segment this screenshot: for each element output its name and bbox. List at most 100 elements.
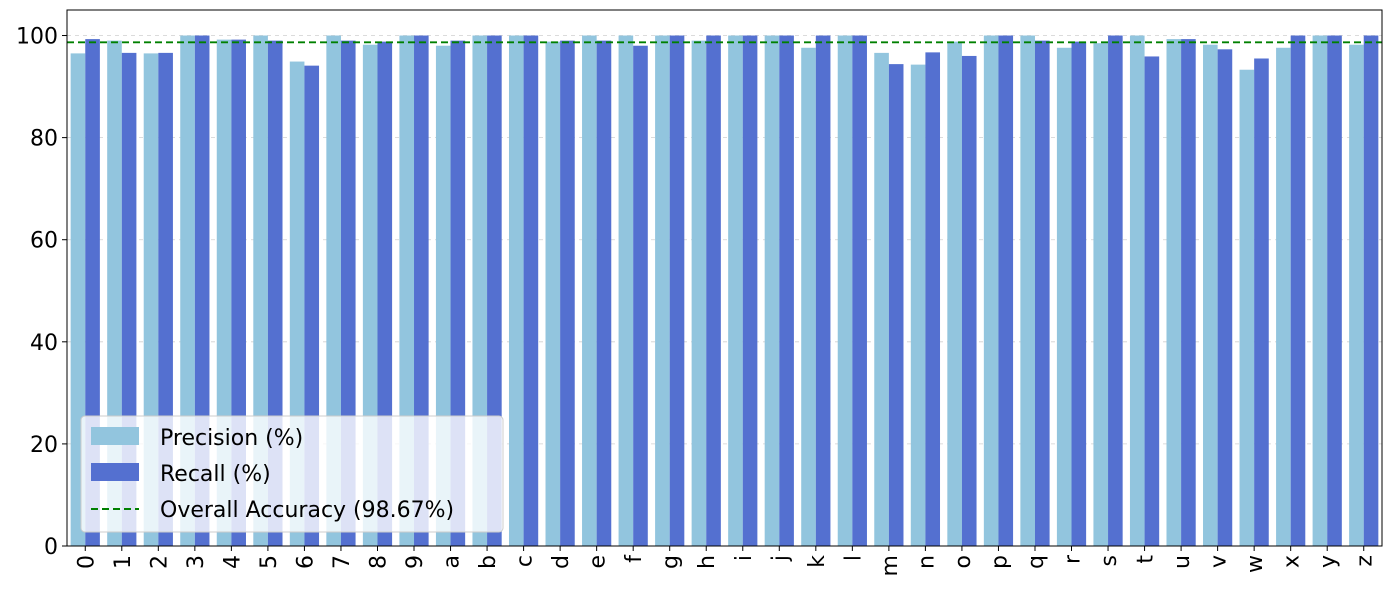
precision-bar-e <box>582 35 597 547</box>
y-tick-label: 60 <box>30 229 58 254</box>
recall-bar-i <box>742 35 758 547</box>
recall-bar-t <box>1144 56 1160 546</box>
recall-bar-x <box>1290 35 1306 547</box>
recall-bar-y <box>1327 35 1342 547</box>
x-tick-label-7: 7 <box>330 555 355 569</box>
precision-bar-w <box>1239 69 1255 547</box>
recall-bar-q <box>1034 40 1050 546</box>
x-tick-label-9: 9 <box>403 555 428 569</box>
x-tick-label-o: o <box>951 555 976 568</box>
precision-bar-z <box>1349 44 1364 547</box>
x-tick-label-n: n <box>914 555 939 569</box>
precision-bar-u <box>1166 39 1182 547</box>
x-tick-label-w: w <box>1243 555 1268 573</box>
precision-bar-r <box>1056 47 1072 546</box>
precision-bar-l <box>837 35 853 547</box>
precision-bar-y <box>1312 35 1328 547</box>
x-tick-label-r: r <box>1061 554 1086 564</box>
precision-bar-i <box>728 35 743 547</box>
legend-swatch-precision <box>91 427 139 445</box>
precision-bar-d <box>545 41 561 546</box>
x-tick-label-1: 1 <box>111 555 136 569</box>
x-tick-label-p: p <box>987 555 1012 569</box>
x-tick-label-l: l <box>841 555 866 561</box>
y-tick-label: 100 <box>16 25 58 50</box>
x-tick-label-s: s <box>1097 555 1122 566</box>
plot-frame <box>66 9 1383 547</box>
x-tick-label-y: y <box>1316 555 1341 568</box>
precision-bar-j <box>764 35 780 547</box>
y-tick-label: 20 <box>30 433 58 458</box>
legend-label-precision: Precision (%) <box>160 426 303 451</box>
precision-bar-t <box>1129 35 1145 547</box>
recall-bar-o <box>961 55 977 546</box>
legend-box <box>80 415 504 533</box>
precision-bar-o <box>947 41 962 546</box>
recall-bar-u <box>1181 39 1196 547</box>
recall-bar-g <box>669 35 685 547</box>
precision-bar-k <box>801 47 816 546</box>
x-tick-label-6: 6 <box>293 555 318 569</box>
precision-bar-s <box>1093 43 1109 546</box>
legend-swatch-recall <box>91 463 139 481</box>
x-tick-label-a: a <box>440 555 465 568</box>
y-tick-label: 40 <box>30 331 58 356</box>
recall-bar-n <box>925 52 941 547</box>
precision-bar-m <box>874 52 889 546</box>
precision-bar-x <box>1276 47 1291 546</box>
recall-bar-s <box>1108 35 1123 547</box>
x-tick-label-z: z <box>1353 555 1378 567</box>
x-tick-label-v: v <box>1207 555 1232 568</box>
x-tick-label-3: 3 <box>184 555 209 569</box>
x-tick-label-e: e <box>586 555 611 569</box>
x-tick-label-k: k <box>805 555 830 568</box>
recall-bar-d <box>560 40 575 546</box>
x-tick-label-m: m <box>878 555 903 576</box>
x-tick-label-u: u <box>1170 555 1195 569</box>
precision-bar-c <box>508 35 524 547</box>
recall-bar-v <box>1217 49 1233 546</box>
x-tick-label-d: d <box>549 555 574 569</box>
precision-bar-v <box>1203 44 1218 547</box>
recall-bar-p <box>998 35 1014 547</box>
x-tick-label-0: 0 <box>74 555 99 569</box>
x-tick-label-f: f <box>622 554 647 563</box>
x-tick-label-c: c <box>513 555 538 567</box>
y-tick-label: 0 <box>44 535 58 560</box>
legend-label-accuracy: Overall Accuracy (98.67%) <box>160 498 454 523</box>
precision-bar-h <box>691 40 707 546</box>
x-tick-label-t: t <box>1134 555 1159 564</box>
x-tick-label-4: 4 <box>220 555 245 569</box>
x-tick-label-i: i <box>732 555 757 561</box>
precision-bar-f <box>618 35 634 547</box>
recall-bar-f <box>633 45 648 546</box>
recall-bar-l <box>852 35 867 547</box>
x-tick-label-h: h <box>695 555 720 569</box>
precision-bar-n <box>910 64 926 547</box>
recall-bar-e <box>596 40 612 546</box>
recall-bar-j <box>779 35 794 547</box>
x-tick-label-x: x <box>1280 555 1305 568</box>
recall-bar-k <box>815 35 831 547</box>
x-tick-label-8: 8 <box>366 555 391 569</box>
recall-bar-r <box>1071 41 1087 546</box>
legend-label-recall: Recall (%) <box>160 462 271 487</box>
y-tick-label: 80 <box>30 127 58 152</box>
precision-bar-g <box>655 35 670 547</box>
x-tick-label-5: 5 <box>257 555 282 569</box>
x-tick-label-2: 2 <box>147 555 172 569</box>
recall-bar-c <box>523 35 539 547</box>
recall-bar-m <box>888 64 904 546</box>
recall-bar-h <box>706 35 721 547</box>
recall-bar-w <box>1254 58 1269 546</box>
precision-bar-p <box>983 35 999 547</box>
precision-bar-q <box>1020 35 1035 547</box>
x-tick-label-j: j <box>768 555 793 562</box>
x-tick-label-q: q <box>1024 555 1049 569</box>
x-tick-label-g: g <box>659 555 684 569</box>
y-axis: 0 20 40 60 80 100 <box>16 25 67 560</box>
x-tick-label-b: b <box>476 555 501 569</box>
legend: Precision (%) Recall (%) Overall Accurac… <box>80 415 504 533</box>
